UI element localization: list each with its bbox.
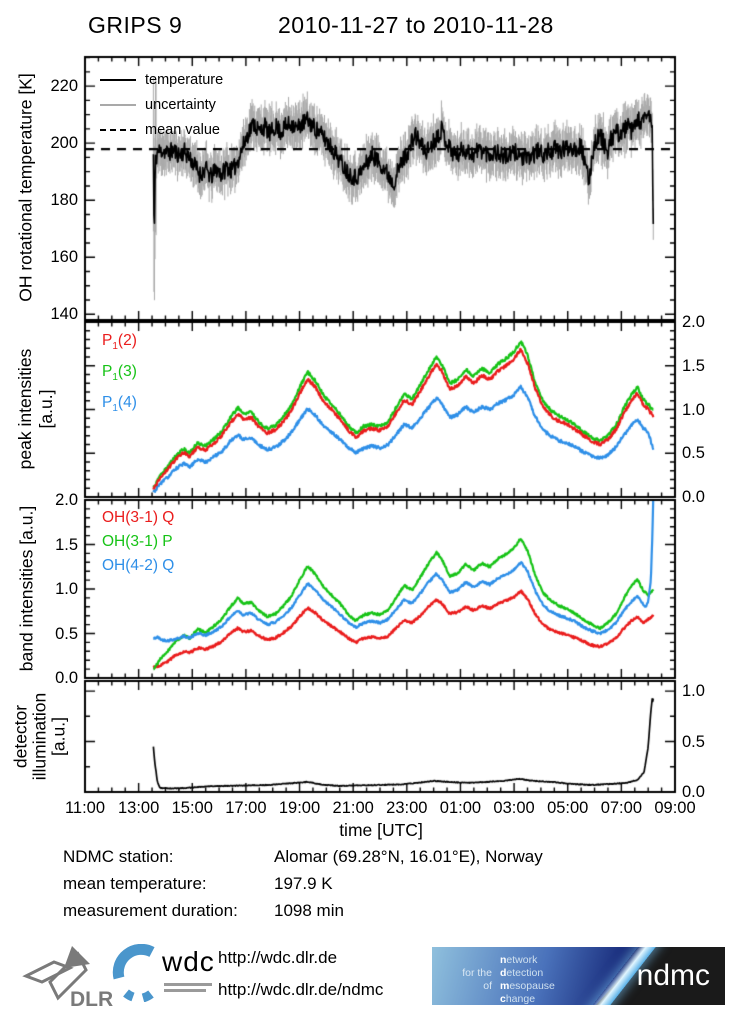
footer-label: mean temperature: bbox=[63, 874, 207, 893]
legend-subscript: 1 bbox=[112, 341, 118, 353]
ndmc-word: mesopause bbox=[500, 980, 555, 992]
y-tick-label: 0.0 bbox=[55, 669, 78, 687]
y-tick-label: 180 bbox=[50, 191, 78, 210]
wdc-url: http://wdc.dlr.de bbox=[218, 948, 338, 967]
y-tick-label: 0.5 bbox=[682, 732, 705, 751]
legend-label: (3) bbox=[117, 363, 137, 380]
legend-label: P bbox=[102, 363, 113, 380]
legend-line-dashed-black bbox=[100, 129, 136, 131]
y-tick-label: 2.0 bbox=[55, 491, 78, 509]
legend-item-oh42q: OH(4-2) Q bbox=[102, 557, 175, 574]
legend-label: uncertainty bbox=[145, 97, 216, 113]
x-tick-label: 07:00 bbox=[600, 799, 642, 817]
footer-label: NDMC station: bbox=[63, 847, 174, 866]
ndmc-word: network bbox=[500, 954, 538, 966]
ndmc-word: detection bbox=[500, 967, 544, 979]
y-tick-label: 200 bbox=[50, 134, 78, 153]
chart-canvas bbox=[0, 0, 749, 796]
legend-label: (2) bbox=[117, 332, 137, 349]
dlr-logo-icon: DLR bbox=[22, 946, 113, 1011]
x-tick-label: 09:00 bbox=[654, 799, 696, 817]
legend-line-solid-black bbox=[100, 79, 136, 81]
y-tick-label: 1.0 bbox=[682, 400, 705, 419]
ndmc-url: http://wdc.dlr.de/ndmc bbox=[218, 980, 384, 999]
x-tick-label: 17:00 bbox=[225, 799, 267, 817]
ndmc-of-label: of bbox=[483, 980, 492, 992]
y-tick-label: 0.0 bbox=[682, 783, 705, 801]
y-tick-label: 1.0 bbox=[682, 682, 705, 701]
y-tick-label: 220 bbox=[50, 77, 78, 96]
legend-label: P bbox=[102, 394, 113, 411]
y-tick-label: 0.5 bbox=[682, 444, 705, 463]
legend-label: temperature bbox=[145, 72, 224, 88]
x-tick-label: 11:00 bbox=[64, 799, 106, 817]
y-tick-label: 1.5 bbox=[682, 356, 705, 375]
legend-item-p1-4: P1(4) bbox=[102, 394, 137, 414]
x-tick-label: 19:00 bbox=[278, 799, 321, 817]
wdc-logo-icon bbox=[112, 944, 155, 1002]
legend-item-temperature: temperature bbox=[100, 71, 223, 89]
y-tick-label: 1.0 bbox=[55, 580, 78, 598]
y-tick-label: 140 bbox=[50, 305, 78, 324]
ndmc-words: network detection mesopause change bbox=[500, 954, 555, 1005]
x-tick-label: 21:00 bbox=[332, 799, 374, 817]
ndmc-for-the-label: for the bbox=[462, 967, 492, 979]
y-tick-label: 1.5 bbox=[55, 535, 78, 554]
x-tick-label: 03:00 bbox=[493, 799, 535, 817]
footer-value: 197.9 K bbox=[274, 874, 333, 893]
wdc-logo-subtitle-line bbox=[164, 983, 212, 986]
legend-item-oh31q: OH(3-1) Q bbox=[102, 509, 175, 526]
x-tick-label: 23:00 bbox=[386, 799, 428, 817]
y-tick-label: 0.0 bbox=[682, 488, 705, 506]
x-axis-title: time [UTC] bbox=[339, 820, 423, 840]
y-tick-label: 2.0 bbox=[682, 313, 705, 331]
dlr-logo-text: DLR bbox=[70, 988, 113, 1011]
wdc-logo-subtitle-line bbox=[164, 989, 206, 992]
legend-subscript: 1 bbox=[112, 372, 118, 384]
x-tick-label: 01:00 bbox=[439, 799, 482, 817]
legend-line-solid-gray bbox=[100, 104, 136, 106]
ndmc-word: change bbox=[500, 993, 536, 1005]
wdc-logo-text: wdc bbox=[162, 946, 215, 977]
x-tick-label: 15:00 bbox=[171, 799, 213, 817]
legend-item-oh31p: OH(3-1) P bbox=[102, 533, 173, 550]
legend-label: (4) bbox=[117, 394, 137, 411]
y-tick-label: 0.5 bbox=[55, 624, 78, 643]
footer-value: 1098 min bbox=[274, 901, 344, 920]
axis-title-line: [a.u.] bbox=[36, 389, 56, 429]
legend-item-uncertainty: uncertainty bbox=[100, 96, 216, 114]
x-tick-label: 13:00 bbox=[117, 799, 160, 817]
legend-item-p1-2: P1(2) bbox=[102, 332, 137, 352]
footer-label: measurement duration: bbox=[63, 901, 238, 920]
y-tick-label: 160 bbox=[50, 248, 78, 267]
footer-value: Alomar (69.28°N, 16.01°E), Norway bbox=[274, 847, 543, 866]
legend-subscript: 1 bbox=[112, 403, 118, 415]
legend-label: P bbox=[102, 332, 113, 349]
axis-title-line: detector bbox=[10, 704, 31, 769]
ndmc-wordmark: ndmc bbox=[636, 959, 710, 992]
ndmc-logo-banner: for the of network detection mesopause chan… bbox=[432, 947, 725, 1005]
x-tick-label: 05:00 bbox=[547, 799, 589, 817]
legend-item-mean-value: mean value bbox=[100, 121, 220, 139]
legend-item-p1-3: P1(3) bbox=[102, 363, 137, 383]
legend-label: mean value bbox=[145, 122, 220, 138]
